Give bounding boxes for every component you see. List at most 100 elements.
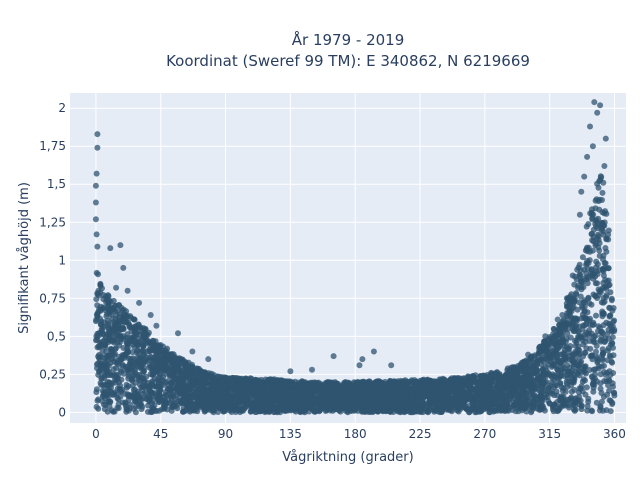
data-point: [573, 290, 580, 297]
data-point: [594, 280, 601, 287]
data-point: [505, 392, 512, 398]
data-point: [132, 328, 139, 335]
data-point: [554, 366, 561, 373]
data-point: [115, 372, 121, 379]
data-point: [606, 397, 613, 404]
data-point: [579, 378, 586, 385]
data-point: [584, 246, 590, 253]
data-point: [567, 313, 574, 320]
data-point: [93, 403, 100, 410]
data-point: [177, 389, 184, 396]
data-point: [571, 387, 578, 393]
data-point: [306, 404, 313, 411]
data-point: [535, 393, 542, 400]
data-point: [114, 307, 121, 314]
data-point: [584, 258, 591, 264]
data-point: [541, 372, 548, 379]
data-point: [311, 396, 318, 402]
data-point: [172, 395, 179, 402]
data-point: [159, 406, 165, 413]
data-point: [557, 322, 564, 329]
data-point: [594, 180, 601, 187]
data-point: [599, 346, 606, 353]
data-point: [569, 353, 576, 360]
data-point: [146, 386, 153, 393]
data-point: [606, 305, 613, 311]
data-point: [597, 404, 604, 411]
data-point: [101, 406, 108, 413]
data-point: [147, 353, 154, 360]
data-point: [174, 405, 181, 412]
data-point: [108, 407, 115, 414]
data-point: [99, 285, 105, 292]
data-point: [234, 407, 241, 414]
data-point: [452, 395, 459, 401]
data-point: [609, 334, 616, 341]
data-point: [534, 358, 541, 365]
data-point: [127, 364, 134, 371]
data-point: [577, 333, 584, 340]
data-point: [605, 236, 612, 243]
data-point: [123, 363, 130, 370]
data-point: [581, 364, 588, 371]
data-point: [579, 254, 586, 261]
data-point: [329, 394, 336, 401]
data-point: [159, 347, 166, 354]
data-point: [598, 390, 605, 396]
data-point: [142, 390, 149, 397]
data-point: [269, 378, 276, 385]
data-point: [142, 357, 149, 363]
data-point: [194, 397, 201, 404]
data-point: [583, 384, 590, 391]
data-point: [476, 408, 483, 415]
data-point: [130, 355, 137, 362]
data-point: [531, 391, 538, 398]
data-point: [601, 378, 608, 384]
data-point: [551, 326, 557, 332]
data-point: [605, 231, 612, 238]
data-point: [493, 373, 500, 380]
data-point: [564, 362, 571, 369]
data-point: [459, 388, 466, 394]
data-point: [97, 339, 104, 346]
data-point: [589, 230, 595, 237]
data-point: [564, 330, 571, 337]
data-point: [595, 244, 602, 251]
data-point: [579, 279, 586, 286]
data-point: [581, 297, 588, 304]
data-point: [133, 362, 140, 369]
data-point: [216, 386, 223, 393]
data-point: [162, 362, 169, 368]
data-point: [550, 361, 557, 368]
data-point: [250, 403, 257, 410]
data-point: [192, 368, 199, 375]
data-point: [479, 404, 486, 411]
data-point: [156, 386, 163, 393]
data-point: [94, 344, 101, 351]
data-point: [189, 363, 196, 370]
data-point: [588, 373, 595, 380]
data-point: [102, 359, 109, 366]
data-point: [586, 327, 593, 334]
data-point: [578, 402, 585, 409]
data-point: [153, 352, 160, 359]
data-point: [105, 306, 112, 313]
data-point: [217, 373, 224, 380]
data-point: [371, 380, 378, 387]
data-point: [151, 402, 158, 409]
data-point: [102, 334, 109, 341]
data-point: [569, 320, 576, 327]
data-point: [603, 294, 610, 300]
data-point: [135, 352, 142, 359]
data-point: [420, 404, 427, 411]
data-point: [491, 389, 498, 396]
data-point: [325, 379, 332, 386]
data-point: [142, 326, 149, 332]
data-point: [170, 351, 177, 358]
data-point: [610, 370, 617, 376]
data-point: [126, 405, 133, 412]
data-point: [484, 380, 491, 386]
data-point: [579, 304, 586, 311]
data-point: [576, 323, 583, 330]
